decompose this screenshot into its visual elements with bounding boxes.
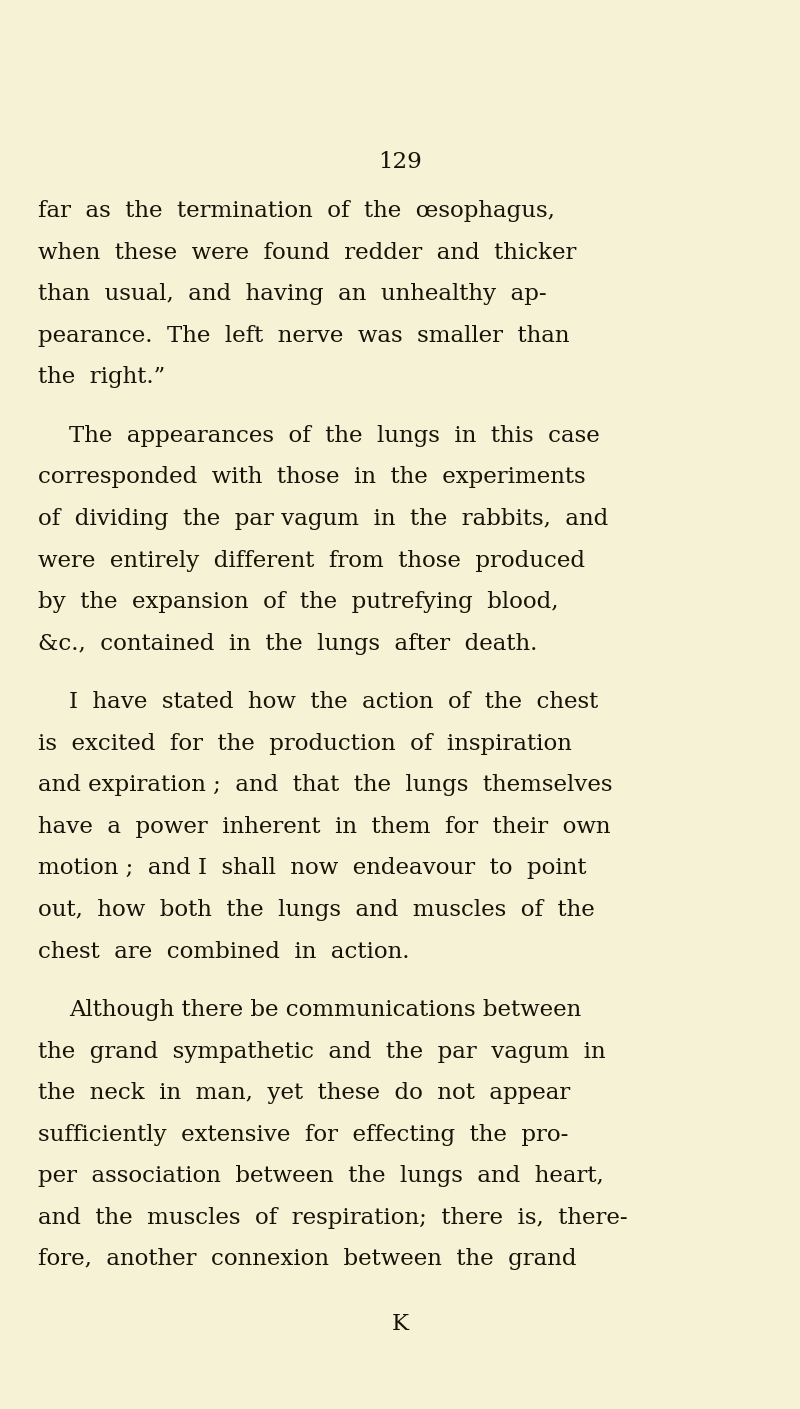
Text: far  as  the  termination  of  the  œsophagus,: far as the termination of the œsophagus, [38, 200, 555, 223]
Text: Although there be communications between: Although there be communications between [69, 999, 581, 1022]
Text: pearance.  The  left  nerve  was  smaller  than: pearance. The left nerve was smaller tha… [38, 324, 570, 347]
Text: and  the  muscles  of  respiration;  there  is,  there-: and the muscles of respiration; there is… [38, 1206, 628, 1229]
Text: of  dividing  the  par vagum  in  the  rabbits,  and: of dividing the par vagum in the rabbits… [38, 507, 609, 530]
Text: The  appearances  of  the  lungs  in  this  case: The appearances of the lungs in this cas… [69, 424, 599, 447]
Text: corresponded  with  those  in  the  experiments: corresponded with those in the experimen… [38, 466, 586, 489]
Text: have  a  power  inherent  in  them  for  their  own: have a power inherent in them for their … [38, 816, 611, 838]
Text: I  have  stated  how  the  action  of  the  chest: I have stated how the action of the ches… [69, 690, 598, 713]
Text: out,  how  both  the  lungs  and  muscles  of  the: out, how both the lungs and muscles of t… [38, 899, 595, 921]
Text: 129: 129 [378, 151, 422, 173]
Text: &c.,  contained  in  the  lungs  after  death.: &c., contained in the lungs after death. [38, 633, 538, 655]
Text: fore,  another  connexion  between  the  grand: fore, another connexion between the gran… [38, 1248, 577, 1271]
Text: when  these  were  found  redder  and  thicker: when these were found redder and thicker [38, 241, 577, 263]
Text: the  neck  in  man,  yet  these  do  not  appear: the neck in man, yet these do not appear [38, 1082, 570, 1105]
Text: the  grand  sympathetic  and  the  par  vagum  in: the grand sympathetic and the par vagum … [38, 1040, 606, 1062]
Text: by  the  expansion  of  the  putrefying  blood,: by the expansion of the putrefying blood… [38, 590, 559, 613]
Text: K: K [391, 1313, 409, 1336]
Text: sufficiently  extensive  for  effecting  the  pro-: sufficiently extensive for effecting the… [38, 1123, 569, 1146]
Text: is  excited  for  the  production  of  inspiration: is excited for the production of inspira… [38, 733, 572, 755]
Text: and expiration ;  and  that  the  lungs  themselves: and expiration ; and that the lungs them… [38, 774, 613, 796]
Text: per  association  between  the  lungs  and  heart,: per association between the lungs and he… [38, 1165, 604, 1188]
Text: than  usual,  and  having  an  unhealthy  ap-: than usual, and having an unhealthy ap- [38, 283, 547, 306]
Text: motion ;  and I  shall  now  endeavour  to  point: motion ; and I shall now endeavour to po… [38, 857, 587, 879]
Text: were  entirely  different  from  those  produced: were entirely different from those produ… [38, 550, 586, 572]
Text: the  right.”: the right.” [38, 366, 166, 389]
Text: chest  are  combined  in  action.: chest are combined in action. [38, 940, 410, 962]
